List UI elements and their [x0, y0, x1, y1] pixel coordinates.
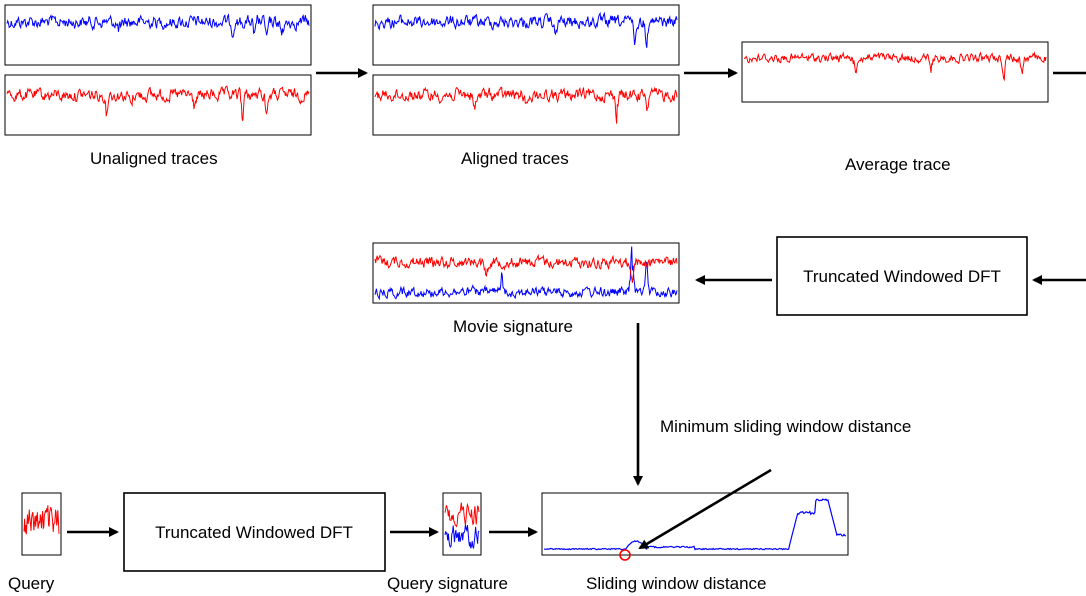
movie-signature-blue-trace: [374, 246, 678, 301]
unaligned-red-trace: [6, 85, 310, 121]
label-query-signature: Query signature: [387, 574, 508, 593]
dft-box-top: [776, 236, 1028, 316]
unaligned-red-frame: [4, 74, 312, 136]
aligned-red-frame: [372, 74, 680, 136]
unaligned-blue-frame: [4, 4, 312, 66]
label-sliding-window-distance: Sliding window distance: [586, 574, 767, 593]
minimum-marker: [619, 549, 631, 561]
label-aligned-traces: Aligned traces: [461, 149, 569, 168]
query-signature-red-trace: [444, 502, 480, 528]
label-minimum-sliding-window-distance: Minimum sliding window distance: [660, 417, 912, 436]
average-trace-panel: [741, 41, 1049, 103]
dft-box-bottom-label: Truncated Windowed DFT: [155, 523, 353, 542]
query-signature-panel: [442, 492, 482, 556]
average-frame: [741, 41, 1049, 103]
sliding-window-distance-panel: [541, 492, 849, 561]
flow-arrows: [67, 68, 1086, 550]
dft-box-top-label: Truncated Windowed DFT: [803, 267, 1001, 286]
aligned-red-trace: [374, 86, 678, 124]
unaligned-traces-panel: [4, 4, 312, 136]
query-signature-blue-trace: [444, 525, 480, 550]
movie-signature-panel: [372, 242, 680, 304]
query-signature-frame: [442, 492, 482, 556]
label-movie-signature: Movie signature: [453, 317, 574, 336]
sliding-window-blue-trace: [543, 498, 847, 551]
dft-box-bottom: [123, 492, 386, 572]
sliding-window-frame: [541, 492, 849, 556]
query-panel: [21, 492, 62, 556]
label-unaligned-traces: Unaligned traces: [90, 149, 218, 168]
aligned-blue-frame: [372, 4, 680, 66]
average-red-trace: [743, 51, 1047, 82]
query-red-trace: [23, 505, 60, 535]
aligned-blue-trace: [374, 11, 678, 48]
movie-signature-red-trace: [374, 253, 678, 283]
label-average-trace: Average trace: [845, 155, 951, 174]
unaligned-blue-trace: [6, 13, 310, 39]
arrow-minimum-pointer: [638, 468, 772, 550]
aligned-traces-panel: [372, 4, 680, 136]
label-query: Query: [8, 574, 55, 593]
